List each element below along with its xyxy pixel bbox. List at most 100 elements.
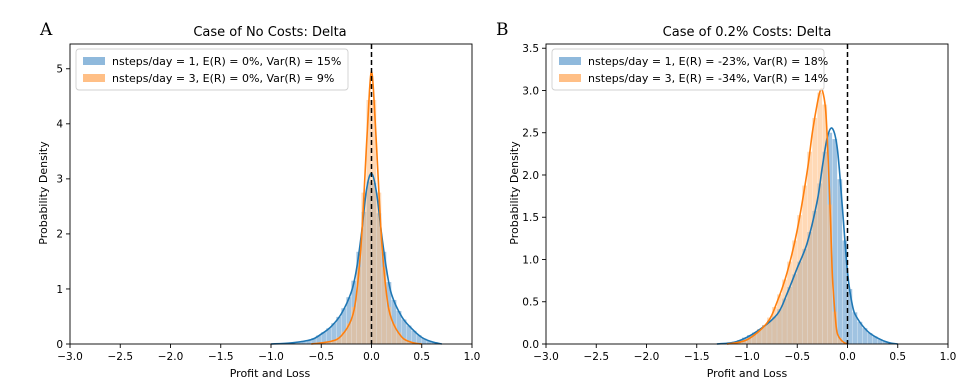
y-tick-label: 3 [56, 174, 63, 186]
hist-bar-series-1 [346, 297, 352, 344]
hist-bar-series-1 [391, 299, 397, 344]
hist-bar-series-1 [341, 308, 347, 344]
kde-line-series-2 [726, 87, 848, 345]
hist-bar-series-1 [872, 336, 878, 344]
hist-bar-series-2 [366, 99, 372, 345]
hist-bar-series-2 [331, 339, 337, 344]
hist-bar-series-1 [862, 328, 868, 344]
x-axis-label-b: Profit and Loss [707, 367, 788, 380]
hist-bar-series-1 [857, 321, 863, 344]
plot-area-b: −3.0 −2.5 −2.0 −1.5 −1.0 −0.5 0.0 0.5 1.0 0.0 0.5 1… [522, 43, 956, 363]
x-tick-label: 0.5 [413, 351, 430, 363]
histogram [721, 92, 893, 344]
hist-bar-series-2 [371, 99, 377, 345]
hist-bar-series-2 [817, 92, 823, 344]
hist-bar-series-1 [301, 340, 306, 344]
x-tick-label: −2.0 [158, 351, 184, 363]
x-tick-label: 1.0 [464, 351, 481, 363]
legend-swatch-series-1 [559, 57, 581, 65]
legend-box [75, 48, 349, 91]
hist-bar-series-2 [827, 204, 833, 344]
hist-bar-series-2 [837, 337, 843, 344]
y-tick-label: 0.5 [522, 297, 539, 309]
hist-bar-series-2 [822, 104, 828, 344]
y-tick-label: 2.5 [522, 128, 539, 140]
x-tick-label: 1.0 [940, 351, 957, 363]
x-tick-label: −2.0 [634, 351, 660, 363]
legend: nsteps/day = 1, E(R) = 0%, Var(R) = 15% n… [75, 48, 349, 91]
hist-bar-series-1 [331, 323, 337, 344]
y-tick-label: 3.5 [522, 43, 539, 55]
legend-box [551, 48, 825, 91]
hist-bar-series-2 [346, 323, 352, 344]
plot-background [546, 44, 948, 344]
x-tick-label: 0.0 [363, 351, 380, 363]
hist-bar-series-2 [376, 192, 382, 344]
hist-bar-series-2 [747, 337, 752, 344]
hist-bar-series-1 [867, 333, 873, 344]
hist-bar-series-1 [401, 319, 407, 344]
x-tick-label: −0.5 [309, 351, 335, 363]
panel-b: B Case of 0.2% Costs: Delta −3.0 −2.5 −2.0… [496, 20, 956, 380]
x-tick-label: 0.0 [839, 351, 856, 363]
x-tick-label: −1.0 [734, 351, 760, 363]
plot-area-a: −3.0 −2.5 −2.0 −1.5 −1.0 −0.5 0.0 0.5 1.0012345n… [56, 43, 481, 363]
hist-bar-series-1 [877, 339, 883, 344]
plot-background [70, 44, 472, 344]
hist-bar-series-2 [787, 261, 792, 344]
y-tick-label: 2.0 [522, 170, 539, 182]
hist-bar-series-2 [356, 266, 362, 344]
hist-bar-series-1 [406, 325, 412, 344]
hist-bar-series-2 [396, 332, 402, 344]
hist-bar-series-1 [316, 335, 321, 344]
hist-bar-series-1 [842, 240, 848, 344]
hist-bar-series-2 [802, 185, 807, 344]
hist-bar-series-2 [807, 151, 813, 344]
hist-bar-series-2 [762, 324, 767, 344]
hist-bar-series-2 [772, 307, 777, 344]
hist-bar-series-2 [336, 337, 342, 344]
x-axis-label-a: Profit and Loss [230, 367, 311, 380]
hist-bar-series-2 [361, 192, 367, 344]
y-tick-label: 4 [56, 119, 63, 131]
hist-bar-series-2 [341, 331, 347, 344]
hist-bar-series-2 [767, 317, 772, 344]
hist-bar-series-1 [326, 328, 332, 344]
histogram [276, 99, 442, 345]
hist-bar-series-1 [852, 312, 858, 344]
hist-bar-series-1 [426, 340, 432, 344]
hist-bar-series-1 [416, 335, 422, 344]
legend-label-series-1: nsteps/day = 1, E(R) = 0%, Var(R) = 15% [112, 55, 341, 68]
hist-bar-series-2 [777, 294, 782, 344]
y-tick-label: 1 [56, 284, 63, 296]
legend: nsteps/day = 1, E(R) = -23%, Var(R) = 18… [551, 48, 828, 91]
panel-letter-a: A [39, 20, 53, 40]
x-tick-label: −2.5 [584, 351, 610, 363]
x-tick-label: −2.5 [108, 351, 134, 363]
hist-bar-series-2 [326, 341, 331, 344]
hist-bar-series-1 [847, 289, 853, 344]
x-tick-label: 0.5 [889, 351, 906, 363]
hist-bar-series-1 [396, 310, 402, 344]
y-tick-label: 0.0 [522, 339, 539, 351]
legend-swatch-series-1 [83, 57, 105, 65]
kde-line-series-1 [716, 127, 898, 345]
y-tick-label: 5 [56, 64, 63, 76]
hist-bar-series-1 [882, 341, 888, 344]
hist-bar-series-2 [832, 311, 838, 344]
panel-letter-b: B [496, 20, 509, 40]
y-tick-label: 1.5 [522, 212, 539, 224]
legend-label-series-2: nsteps/day = 3, E(R) = 0%, Var(R) = 9% [112, 72, 334, 85]
legend-label-series-2: nsteps/day = 3, E(R) = -34%, Var(R) = 14… [588, 72, 828, 85]
hist-bar-series-1 [336, 316, 342, 344]
hist-bar-series-2 [782, 279, 787, 344]
chart-title-b: Case of 0.2% Costs: Delta [663, 25, 832, 40]
hist-bar-series-2 [406, 340, 412, 344]
hist-bar-series-1 [321, 332, 326, 344]
x-tick-label: −1.5 [684, 351, 710, 363]
x-tick-label: −3.0 [57, 351, 83, 363]
hist-bar-series-1 [296, 341, 301, 344]
hist-bar-series-2 [792, 240, 797, 344]
panel-a: A Case of No Costs: Delta −3.0 −2.5 −2.0 −1… [37, 20, 480, 380]
